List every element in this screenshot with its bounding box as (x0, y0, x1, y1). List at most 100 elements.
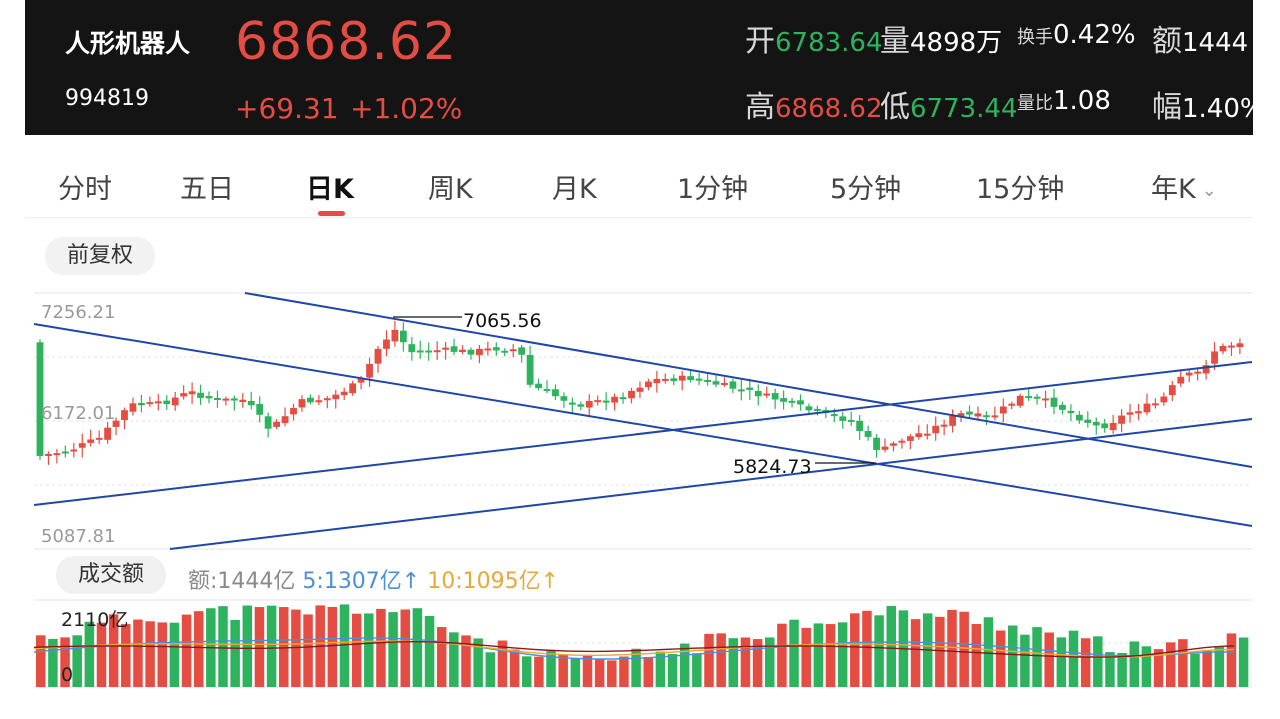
volume-bar (412, 608, 423, 687)
candle-body (399, 330, 407, 343)
candle-body (856, 420, 864, 431)
candle-body (797, 400, 804, 405)
tab-15min[interactable]: 15分钟 (976, 174, 1065, 205)
volume-bar (145, 621, 155, 687)
quote-low: 低6773.44 (880, 90, 1018, 125)
candle-body (780, 398, 787, 402)
volume-ma10-line (33, 640, 1235, 658)
tab-five-day[interactable]: 五日 (180, 174, 234, 205)
volume-bar (801, 627, 811, 687)
volume-bar (594, 659, 605, 687)
volume-bar (60, 637, 70, 687)
candle-body (1109, 422, 1117, 431)
quote-amplitude: 幅1.40% (1152, 90, 1253, 125)
candle-body (890, 443, 897, 446)
volume-bar (886, 605, 896, 687)
volume-bar (716, 633, 726, 687)
volume-bar (485, 652, 496, 687)
candle-body (112, 420, 120, 427)
volume-bar (327, 606, 338, 687)
candle-body (771, 393, 779, 400)
volume-bar (740, 637, 751, 687)
volume-bar (1202, 650, 1212, 687)
volume-bar (121, 624, 131, 687)
candle-body (788, 400, 796, 403)
candle-body (1118, 415, 1125, 424)
candle-body (349, 383, 357, 394)
candle-body (568, 402, 576, 405)
tab-daily-k[interactable]: 日K (306, 174, 354, 205)
candle-body (611, 396, 618, 403)
volume-bar (631, 648, 641, 687)
candle-body (1202, 365, 1210, 374)
candle-body (805, 406, 813, 411)
right-margin (1253, 0, 1280, 719)
candle-body (121, 410, 128, 421)
tab-5min[interactable]: 5分钟 (830, 174, 902, 205)
volume-bar (983, 617, 994, 687)
candle-body (949, 415, 956, 426)
candle-body (408, 344, 416, 353)
candle-body (1033, 396, 1041, 399)
volume-bar (1080, 638, 1091, 687)
candle-body (1143, 403, 1151, 413)
candle-body (1135, 411, 1142, 414)
candle-body (628, 390, 635, 399)
volume-bar (765, 637, 775, 687)
tab-weekly-k[interactable]: 周K (428, 174, 473, 205)
candle-body (146, 402, 154, 405)
candle-body (53, 453, 61, 456)
tab-monthly-k[interactable]: 月K (552, 174, 597, 205)
volume-bar (400, 609, 410, 687)
period-tabs: 分时 五日 日K 周K 月K 1分钟 5分钟 15分钟 年K ⌄ (25, 135, 1253, 218)
volume-bar (157, 622, 167, 687)
candle-body (873, 437, 880, 451)
candle-body (526, 354, 534, 385)
volume-bar (971, 624, 982, 687)
trendline (244, 292, 1253, 468)
volume-bar (36, 635, 46, 687)
candle-body (991, 415, 999, 418)
volume-bar (679, 643, 690, 687)
candle-body (138, 402, 145, 406)
volume-bar (388, 612, 398, 687)
candle-body (898, 440, 906, 443)
left-margin (0, 0, 25, 719)
volume-bar (1105, 652, 1115, 687)
y-axis-label-top: 7256.21 (41, 302, 115, 323)
candle-body (163, 400, 171, 405)
adjust-toggle-button[interactable]: 前复权 (45, 237, 156, 275)
volume-bar (242, 605, 253, 687)
quote-high: 高6868.62 (745, 90, 883, 125)
tab-1min[interactable]: 1分钟 (677, 174, 749, 205)
candle-body (915, 433, 923, 438)
candle-body (1092, 421, 1100, 426)
candle-body (1008, 403, 1016, 406)
volume-bar (169, 622, 180, 687)
volume-bar (279, 607, 289, 687)
candle-body (323, 398, 331, 401)
volume-bar (1238, 637, 1249, 687)
candle-body (712, 381, 720, 385)
volume-indicator-button[interactable]: 成交额 (56, 556, 167, 594)
tab-intraday[interactable]: 分时 (58, 174, 112, 205)
candle-body (315, 400, 323, 403)
candle-body (450, 346, 458, 352)
volume-bar (461, 635, 471, 687)
volume-bar (473, 638, 483, 687)
candle-body (695, 378, 703, 381)
candle-body (442, 347, 449, 350)
volume-bar (1153, 649, 1164, 687)
candle-body (197, 392, 204, 398)
tab-yearly-k[interactable]: 年K ⌄ (1151, 174, 1217, 205)
candle-body (1219, 345, 1227, 352)
candle-body (476, 348, 483, 356)
volume-bar (193, 611, 204, 687)
volume-bar (1044, 632, 1054, 687)
volume-bar (910, 619, 921, 687)
candle-body (1211, 351, 1218, 364)
volume-y-max-label: 2110亿 (61, 609, 128, 631)
volume-bar (1020, 634, 1030, 687)
candle-body (129, 403, 137, 412)
volume-bar (497, 640, 508, 687)
